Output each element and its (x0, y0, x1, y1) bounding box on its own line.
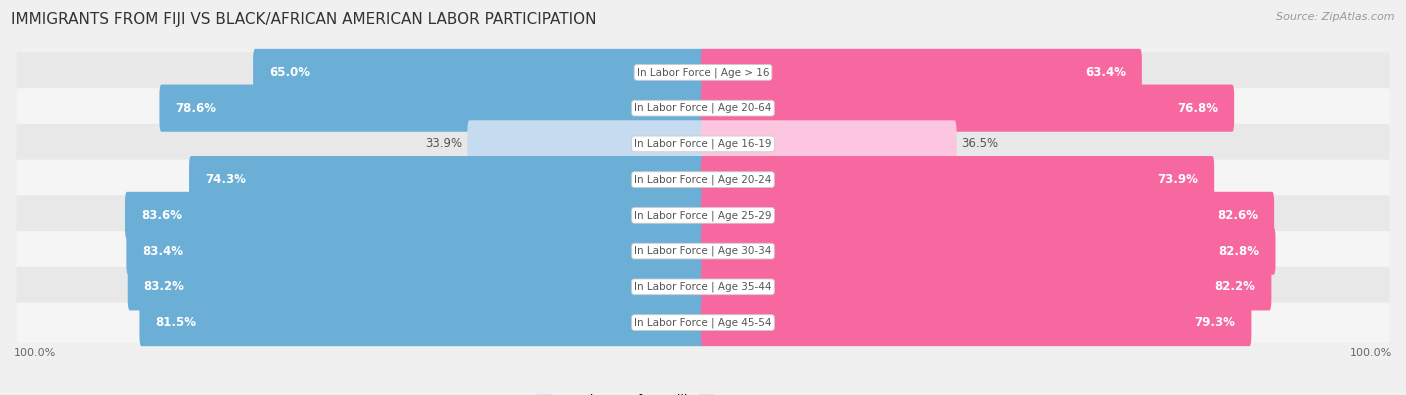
Text: 100.0%: 100.0% (1350, 348, 1392, 358)
FancyBboxPatch shape (702, 192, 1274, 239)
FancyBboxPatch shape (127, 228, 704, 275)
Text: 82.2%: 82.2% (1215, 280, 1256, 293)
Text: 83.6%: 83.6% (141, 209, 181, 222)
FancyBboxPatch shape (702, 49, 1142, 96)
Text: 76.8%: 76.8% (1177, 102, 1219, 115)
FancyBboxPatch shape (17, 160, 1389, 199)
Text: 83.2%: 83.2% (143, 280, 184, 293)
Text: In Labor Force | Age 25-29: In Labor Force | Age 25-29 (634, 210, 772, 221)
FancyBboxPatch shape (17, 231, 1389, 271)
Text: In Labor Force | Age > 16: In Labor Force | Age > 16 (637, 67, 769, 78)
Text: In Labor Force | Age 20-64: In Labor Force | Age 20-64 (634, 103, 772, 113)
FancyBboxPatch shape (702, 228, 1275, 275)
Text: 83.4%: 83.4% (142, 245, 183, 258)
FancyBboxPatch shape (139, 299, 704, 346)
Text: 82.8%: 82.8% (1219, 245, 1260, 258)
Text: 100.0%: 100.0% (14, 348, 56, 358)
FancyBboxPatch shape (17, 267, 1389, 307)
Text: In Labor Force | Age 35-44: In Labor Force | Age 35-44 (634, 282, 772, 292)
Text: 79.3%: 79.3% (1195, 316, 1236, 329)
FancyBboxPatch shape (125, 192, 704, 239)
FancyBboxPatch shape (702, 299, 1251, 346)
FancyBboxPatch shape (467, 120, 704, 167)
Text: In Labor Force | Age 20-24: In Labor Force | Age 20-24 (634, 174, 772, 185)
Text: 33.9%: 33.9% (426, 137, 463, 150)
Text: In Labor Force | Age 30-34: In Labor Force | Age 30-34 (634, 246, 772, 256)
FancyBboxPatch shape (702, 120, 956, 167)
FancyBboxPatch shape (702, 85, 1234, 132)
FancyBboxPatch shape (188, 156, 704, 203)
FancyBboxPatch shape (17, 196, 1389, 235)
FancyBboxPatch shape (159, 85, 704, 132)
FancyBboxPatch shape (253, 49, 704, 96)
Text: IMMIGRANTS FROM FIJI VS BLACK/AFRICAN AMERICAN LABOR PARTICIPATION: IMMIGRANTS FROM FIJI VS BLACK/AFRICAN AM… (11, 12, 596, 27)
FancyBboxPatch shape (128, 263, 704, 310)
FancyBboxPatch shape (17, 124, 1389, 164)
Text: 81.5%: 81.5% (155, 316, 197, 329)
Text: 73.9%: 73.9% (1157, 173, 1198, 186)
FancyBboxPatch shape (702, 263, 1271, 310)
Text: In Labor Force | Age 16-19: In Labor Force | Age 16-19 (634, 139, 772, 149)
Text: 36.5%: 36.5% (962, 137, 998, 150)
Text: 74.3%: 74.3% (205, 173, 246, 186)
FancyBboxPatch shape (702, 156, 1215, 203)
Legend: Immigrants from Fiji, Black/African American: Immigrants from Fiji, Black/African Amer… (537, 394, 869, 395)
Text: 82.6%: 82.6% (1218, 209, 1258, 222)
FancyBboxPatch shape (17, 53, 1389, 92)
Text: In Labor Force | Age 45-54: In Labor Force | Age 45-54 (634, 317, 772, 328)
Text: 65.0%: 65.0% (269, 66, 309, 79)
Text: Source: ZipAtlas.com: Source: ZipAtlas.com (1277, 12, 1395, 22)
FancyBboxPatch shape (17, 303, 1389, 342)
Text: 63.4%: 63.4% (1085, 66, 1126, 79)
FancyBboxPatch shape (17, 88, 1389, 128)
Text: 78.6%: 78.6% (176, 102, 217, 115)
